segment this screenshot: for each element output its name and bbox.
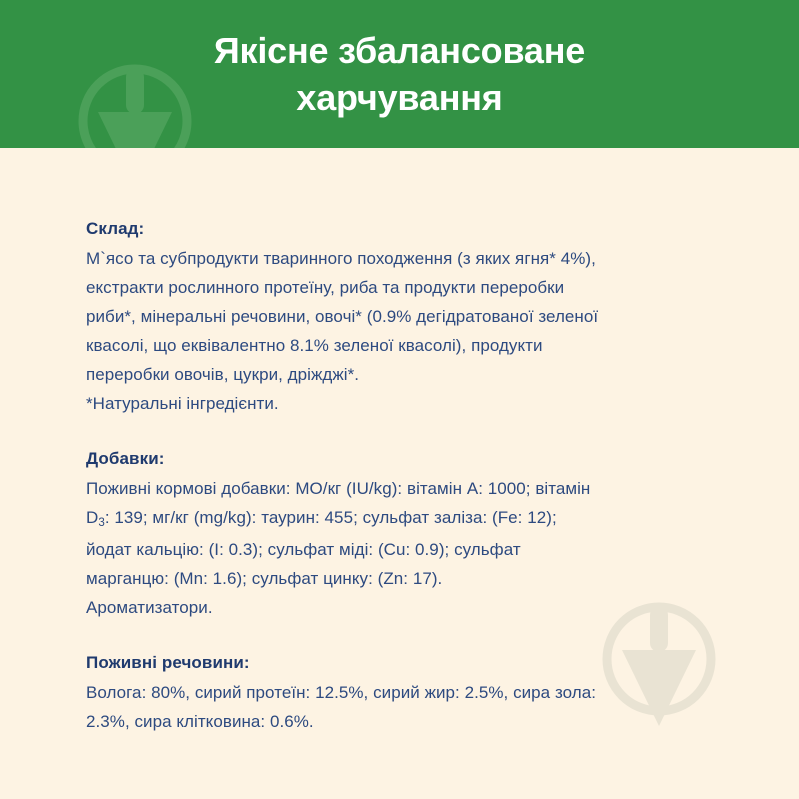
section-body-additives: Поживні кормові добавки: МО/кг (IU/kg): … [86,474,726,622]
text-line: Ароматизатори. [86,598,213,617]
brand-watermark-icon [74,60,196,148]
text-line: йодат кальцію: (I: 0.3); сульфат міді: (… [86,540,521,559]
text-line: риби*, мінеральні речовини, овочі* (0.9%… [86,307,599,326]
content-area: Склад: М`ясо та субпродукти тваринного п… [86,214,726,736]
text-line: 2.3%, сира клітковина: 0.6%. [86,712,314,731]
subscript-3: 3 [98,516,105,529]
section-heading-additives: Добавки: [86,449,165,468]
page-title-line-2: харчування [296,77,503,118]
text-line: квасолі, що еквівалентно 8.1% зеленої кв… [86,336,543,355]
text-line: переробки овочів, цукри, дріжджі*. [86,365,360,384]
text-line: *Натуральні інгредієнти. [86,394,279,413]
section-body-nutrients: Волога: 80%, сирий протеїн: 12.5%, сирий… [86,678,726,736]
text-line-vitamin-d3: D3: 139; мг/кг (mg/kg): таурин: 455; сул… [86,508,557,529]
section-heading-composition: Склад: [86,219,145,238]
page-title: Якісне збалансоване харчування [0,0,799,148]
text-line: Поживні кормові добавки: МО/кг (IU/kg): … [86,479,591,498]
text-line: Волога: 80%, сирий протеїн: 12.5%, сирий… [86,683,596,702]
text-line: екстракти рослинного протеїну, риба та п… [86,278,565,297]
text-line-remainder: : 139; мг/кг (mg/kg): таурин: 455; сульф… [104,508,557,527]
section-composition: Склад: М`ясо та субпродукти тваринного п… [86,214,726,418]
section-additives: Добавки: Поживні кормові добавки: МО/кг … [86,444,726,622]
page-title-line-1: Якісне збалансоване [213,30,586,71]
section-body-composition: М`ясо та субпродукти тваринного походжен… [86,244,726,418]
section-nutrients: Поживні речовини: Волога: 80%, сирий про… [86,648,726,736]
text-line: марганцю: (Mn: 1.6); сульфат цинку: (Zn:… [86,569,443,588]
header-band [0,0,799,148]
text-line: М`ясо та субпродукти тваринного походжен… [86,249,596,268]
section-heading-nutrients: Поживні речовини: [86,653,250,672]
